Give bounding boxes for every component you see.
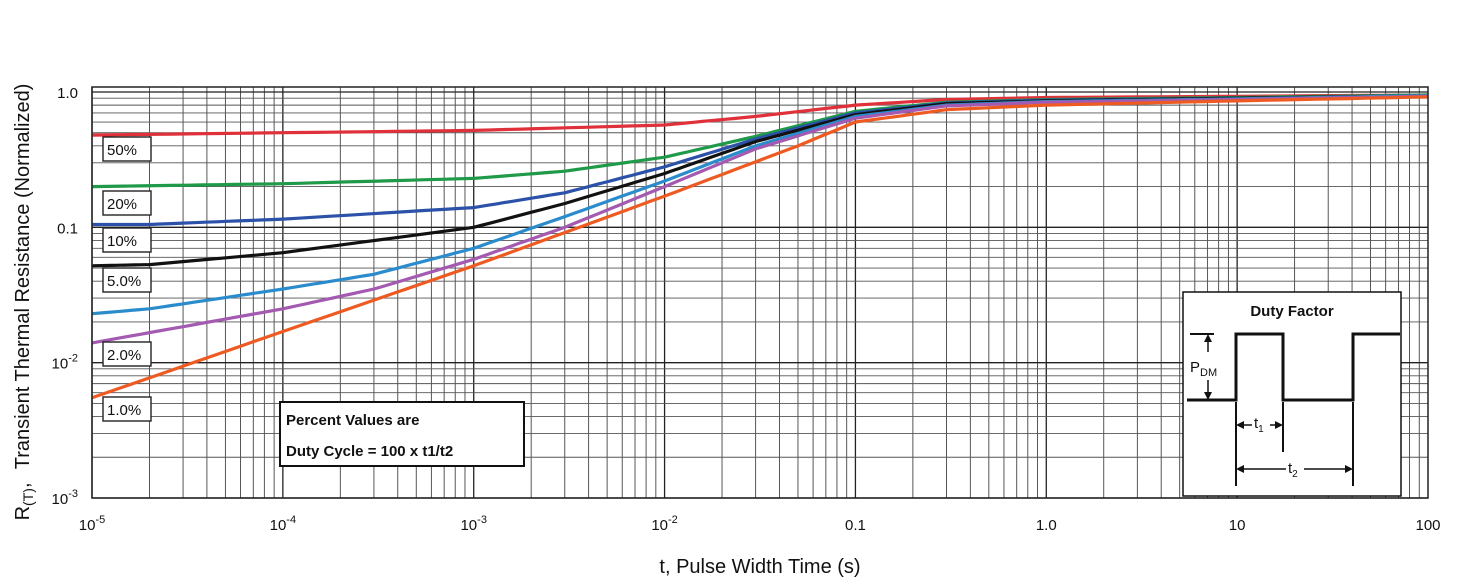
inset-title: Duty Factor <box>1250 303 1334 320</box>
pdm-arrow-up <box>1204 334 1212 342</box>
y-axis-title-main: Transient Thermal Resistance (Normalized… <box>12 84 34 470</box>
t2-label: t2 <box>1288 460 1298 480</box>
curve-label-box <box>102 227 152 253</box>
note-box-frame <box>279 401 525 467</box>
x-tick-label: 1.0 <box>1036 517 1057 534</box>
curve-label-box <box>102 267 152 293</box>
curve-label-text: 10% <box>107 233 137 250</box>
y-tick-label: 10-2 <box>52 353 78 373</box>
series-line-single-pulse <box>91 95 1429 400</box>
t1-label-bg <box>1252 412 1270 434</box>
x-tick-label: 10-5 <box>79 514 105 534</box>
plot-frame <box>91 86 1429 499</box>
curve-label-box <box>102 136 152 162</box>
note-box: Percent Values are Duty Cycle = 100 x t1… <box>279 401 525 467</box>
t2-arrow-right <box>1345 465 1353 473</box>
t1-arrow-left <box>1236 421 1244 429</box>
x-tick-label: 10-4 <box>270 514 296 534</box>
curve-label-box <box>102 190 152 216</box>
curve-label-text: 2.0% <box>107 347 141 364</box>
series-layer <box>91 93 1429 400</box>
t1-arrow-right <box>1275 421 1283 429</box>
duty-factor-inset: Duty Factor PDM t1 t2 <box>1182 291 1402 497</box>
t2-label-bg <box>1286 456 1304 480</box>
y-tick-labels: 10-3 10-2 0.1 1.0 <box>52 85 78 508</box>
y-tick-label: 1.0 <box>57 85 78 102</box>
pdm-label: PDM <box>1190 359 1217 379</box>
x-axis-title: t, Pulse Width Time (s) <box>659 556 860 578</box>
x-tick-label: 10-2 <box>651 514 677 534</box>
pdm-arrow-down <box>1204 392 1212 400</box>
x-tick-label: 100 <box>1415 517 1440 534</box>
curve-label-text: 50% <box>107 142 137 159</box>
note-line-2: Duty Cycle = 100 x t1/t2 <box>286 443 453 460</box>
x-tick-label: 0.1 <box>845 517 866 534</box>
x-tick-label: 10 <box>1229 517 1246 534</box>
t2-arrow-left <box>1236 465 1244 473</box>
pdm-label-bg <box>1188 352 1230 380</box>
curve-label-box <box>102 341 152 367</box>
y-axis-title-group: R(T), Transient Thermal Resistance (Norm… <box>12 84 36 521</box>
y-tick-label: 0.1 <box>57 220 78 237</box>
curve-label-text: 1.0% <box>107 402 141 419</box>
curve-label-text: 5.0% <box>107 273 141 290</box>
x-tick-labels: 10-5 10-4 10-3 10-2 0.1 1.0 10 100 <box>79 514 1441 534</box>
y-axis-title: R(T), Transient Thermal Resistance (Norm… <box>12 84 36 521</box>
curve-label-box <box>102 396 152 422</box>
x-tick-label: 10-3 <box>460 514 486 534</box>
series-line-1-0- <box>91 94 1429 345</box>
note-line-1: Percent Values are <box>286 412 419 429</box>
pulse-waveform <box>1187 332 1400 402</box>
curve-labels: 50% 20% 10% 5.0% 2.0% 1.0% <box>102 136 152 422</box>
curve-label-text: 20% <box>107 196 137 213</box>
y-axis-title-prefix: R(T), <box>12 482 36 520</box>
t1-label: t1 <box>1254 415 1264 435</box>
y-tick-label: 10-3 <box>52 488 78 508</box>
